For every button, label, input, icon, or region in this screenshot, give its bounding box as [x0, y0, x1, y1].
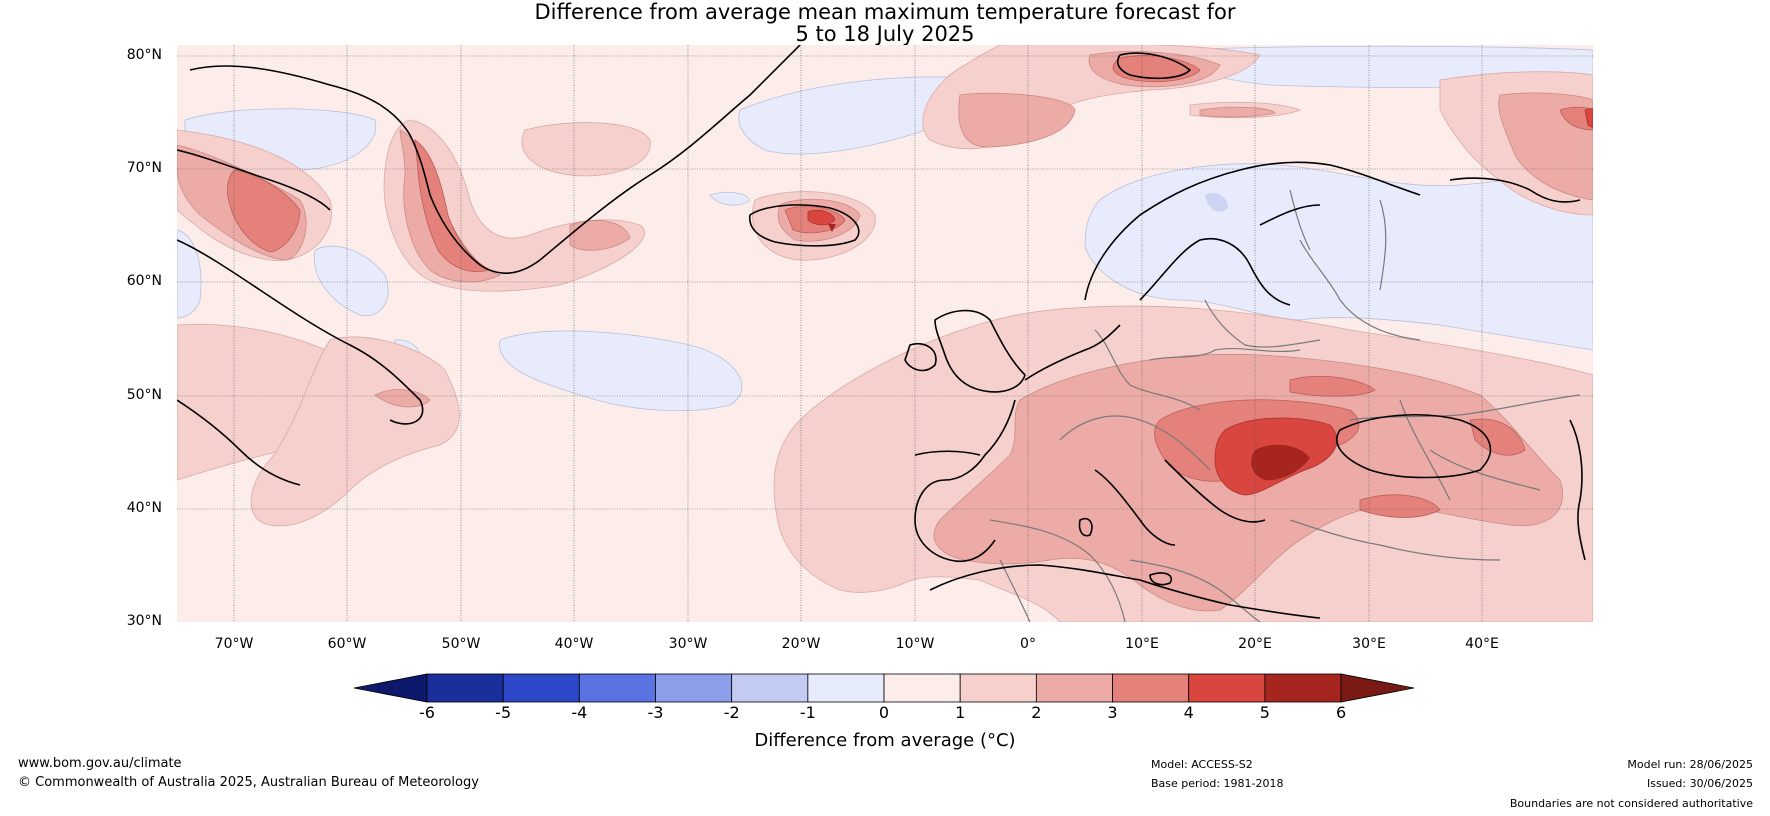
colorbar-segment: [731, 673, 809, 703]
lat-label-30n: 30°N: [126, 613, 162, 629]
coastlines: [177, 45, 1586, 619]
lon-label-20w: 20°W: [781, 636, 821, 652]
colorbar-segment: [502, 673, 580, 703]
lon-label-0: 0°: [1020, 636, 1036, 652]
colorbar-segment: [883, 673, 961, 703]
colorbar-tick-label: -6: [419, 703, 435, 722]
colorbar-segment: [959, 673, 1037, 703]
map-plot-area: [177, 45, 1593, 622]
map-title-line-1: Difference from average mean maximum tem…: [534, 0, 1236, 24]
lon-label-20e: 20°E: [1238, 636, 1272, 652]
colorbar-segment: [1188, 673, 1266, 703]
lon-label-30w: 30°W: [668, 636, 708, 652]
colorbar-over-extension: [1340, 673, 1415, 703]
model-name: Model: ACCESS-S2: [1151, 758, 1253, 771]
colorbar-tick-label: 6: [1335, 703, 1347, 722]
lon-label-10e: 10°E: [1125, 636, 1159, 652]
colorbar-tick-label: 2: [1031, 703, 1042, 722]
colorbar-segment: [578, 673, 656, 703]
colorbar-tick-label: 3: [1107, 703, 1118, 722]
issued-date: Issued: 30/06/2025: [1646, 777, 1753, 790]
colorbar-under-extension: [353, 673, 428, 703]
colorbar-tick-label: 0: [878, 703, 890, 722]
lat-label-80n: 80°N: [126, 47, 162, 63]
colorbar-tick-label: -4: [571, 703, 588, 722]
copyright-text: © Commonwealth of Australia 2025, Austra…: [18, 775, 479, 790]
national-borders: [989, 189, 1581, 622]
colorbar-tick-label: -5: [495, 703, 512, 722]
map-title-line-2: 5 to 18 July 2025: [795, 22, 975, 46]
colorbar-tick-label: 1: [955, 703, 966, 722]
colorbar-tick-label: 5: [1259, 703, 1270, 722]
lat-label-60n: 60°N: [126, 273, 162, 289]
lon-label-30e: 30°E: [1352, 636, 1386, 652]
lon-label-40e: 40°E: [1465, 636, 1499, 652]
lat-label-40n: 40°N: [126, 500, 162, 516]
colorbar-segment: [1035, 673, 1113, 703]
colorbar-segment: [1112, 673, 1190, 703]
colorbar-segment: [807, 673, 885, 703]
colorbar-segment: [426, 673, 504, 703]
model-run-date: Model run: 28/06/2025: [1627, 758, 1753, 771]
colorbar-tick-label: -3: [647, 703, 664, 722]
colorbar-tick-label: -2: [723, 703, 740, 722]
lon-label-50w: 50°W: [441, 636, 481, 652]
colorbar-tick-label: -1: [799, 703, 816, 722]
lon-label-60w: 60°W: [327, 636, 367, 652]
boundaries-disclaimer: Boundaries are not considered authoritat…: [1509, 797, 1753, 810]
colorbar-tick-label: 4: [1183, 703, 1194, 722]
base-period: Base period: 1981-2018: [1151, 777, 1284, 790]
lat-label-50n: 50°N: [126, 387, 162, 403]
colorbar-label: Difference from average (°C): [754, 730, 1016, 751]
colorbar-segment: [1264, 673, 1342, 703]
lat-label-70n: 70°N: [126, 160, 162, 176]
lon-label-70w: 70°W: [214, 636, 254, 652]
cool-anomaly-core: [1205, 193, 1228, 212]
lon-label-40w: 40°W: [554, 636, 594, 652]
lon-label-10w: 10°W: [895, 636, 935, 652]
colorbar: [353, 673, 1415, 703]
warm-anomaly-5-6: [828, 224, 1310, 481]
website-link[interactable]: www.bom.gov.au/climate: [18, 756, 182, 771]
colorbar-segment: [655, 673, 733, 703]
graticule: [177, 45, 1593, 622]
